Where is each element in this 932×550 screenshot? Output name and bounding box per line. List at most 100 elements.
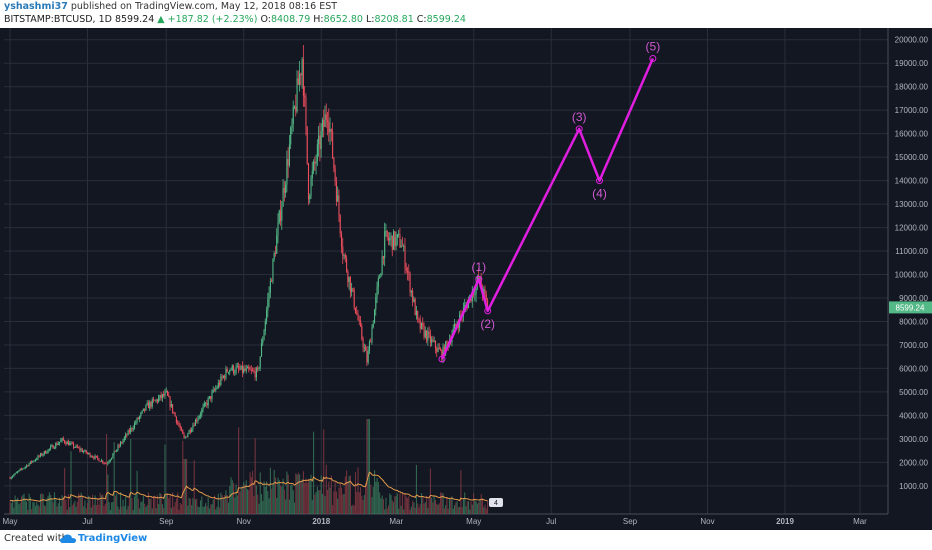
grid-lines [4,28,888,514]
candle-body [123,437,125,441]
volume-bar [224,495,226,514]
volume-bar [467,501,470,514]
volume-bar [401,493,404,514]
candle-body [385,230,387,232]
volume-bar [269,467,271,514]
candle-body [24,466,26,468]
volume-bar [52,502,54,514]
wave-label: (2) [480,317,495,331]
volume-bar [260,493,263,514]
volume-bar [74,500,76,514]
volume-bar [370,484,372,514]
candle-body [158,397,160,402]
price-chart[interactable]: 1000.00 2000.00 3000.00 4000.00 5000.00 6000.… [0,28,932,530]
candle-body [229,369,231,373]
candle-body [136,418,138,423]
candle-body [393,231,395,250]
volume-bar [133,496,136,514]
candle-body [219,382,221,385]
candle-body [57,443,59,445]
candle-body [276,235,278,254]
candle-body [280,210,282,221]
candle-body [156,399,158,402]
candle-body [29,461,31,464]
elliott-wave-line [440,58,655,360]
y-tick-label: 17000.00 [895,106,929,115]
volume-bar [368,419,371,514]
volume-bar [342,494,344,514]
candle-body [61,438,63,441]
volume-bar [208,508,210,514]
volume-bar [69,507,71,514]
volume-bar [381,495,383,514]
candle-body [358,319,360,321]
volume-bar [98,504,100,514]
candle-body [245,368,247,371]
candle-body [387,237,390,241]
candle-body [352,288,354,291]
candle-body [399,234,401,248]
candle-body [217,382,219,388]
volume-bar [15,499,17,514]
volume-bar [197,506,199,514]
volume-bar [17,497,19,514]
candle-body [293,106,296,108]
candle-body [408,272,410,274]
candle-body [257,368,259,370]
volume-bar [83,506,85,514]
candle-body [39,453,42,457]
candle-body [248,367,250,370]
candle-body [415,310,417,316]
candle-body [135,422,137,424]
candle-body [297,78,299,85]
volume-bar [347,481,349,514]
volume-bar [320,475,322,514]
candle-body [180,428,183,430]
volume-bar [174,502,176,514]
volume-bar [428,496,430,514]
volume-bar [417,503,419,514]
candle-body [93,457,95,459]
candle-body [83,451,85,453]
candle-body [23,467,25,469]
volume-bar [395,496,397,514]
volume-bar [485,508,487,514]
candle-body [480,276,482,289]
candle-body [47,449,49,453]
candle-body [130,428,132,433]
volume-bar [215,509,217,514]
candle-body [300,73,302,76]
volume-bar [396,493,398,514]
y-tick-label: 3000.00 [899,435,928,444]
volume-bar [113,442,115,514]
tradingview-brand[interactable]: TradingView [78,533,148,544]
candle-body [188,430,190,434]
candle-body [379,277,381,279]
candle-body [174,412,176,417]
candle-body [142,408,144,411]
volume-bar [264,486,266,514]
volume-bar [95,505,97,514]
candle-body [17,471,19,473]
candle-body [438,347,440,350]
candle-body [59,441,61,444]
candle-body [485,294,487,301]
candle-body [165,390,167,393]
volume-bar [64,467,66,514]
x-tick-label: Nov [700,517,714,526]
candle-body [478,276,480,280]
candle-body [28,463,30,467]
volume-bar [194,499,197,514]
candle-body [191,429,193,432]
candle-body [235,367,237,373]
volume-bar [357,467,359,514]
x-tick-label: May [2,517,17,526]
candle-body [418,318,420,321]
y-tick-label: 7000.00 [899,341,928,350]
candle-body [437,347,439,352]
volume-bar [41,493,43,514]
author-link[interactable]: yshashmi37 [4,1,68,12]
candle-body [382,256,384,259]
candle-body [164,392,166,396]
volume-bar [276,497,278,514]
